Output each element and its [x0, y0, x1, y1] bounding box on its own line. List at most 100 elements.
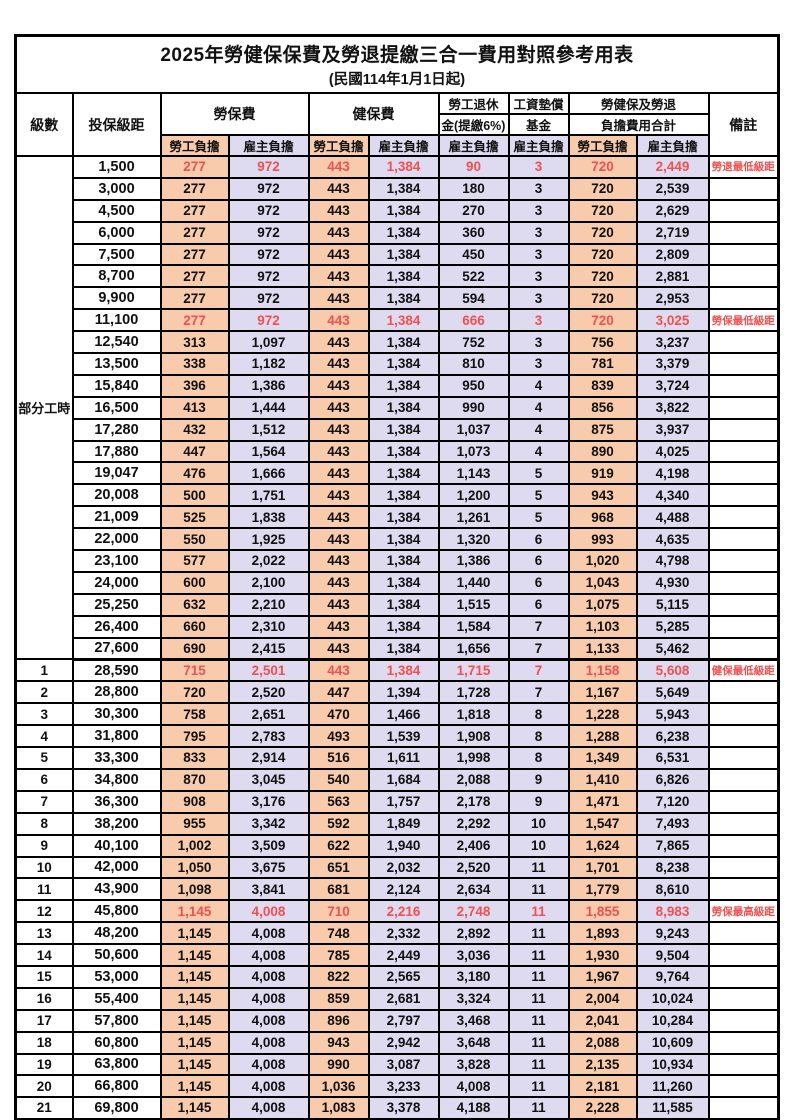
fee-cell: 1,002	[159, 833, 230, 858]
fee-cell: 443	[307, 570, 370, 595]
fee-cell: 2,809	[635, 242, 710, 267]
fee-cell: 1,386	[437, 549, 510, 573]
fee-cell: 1,384	[367, 527, 440, 552]
fee-cell: 443	[307, 439, 370, 464]
fee-cell: 443	[307, 352, 370, 376]
header-group-row-2: 金(提繳6%) 基金 負擔費用合計	[16, 113, 779, 136]
fee-cell: 4,008	[437, 1074, 510, 1099]
fee-cell: 7	[507, 658, 570, 683]
fee-cell: 990	[437, 395, 510, 420]
fee-cell: 1,584	[437, 614, 510, 639]
fee-cell: 1,320	[437, 527, 510, 552]
fee-cell: 972	[227, 264, 310, 289]
bracket-cell: 6,000	[71, 220, 162, 245]
fee-cell: 1,384	[367, 417, 440, 442]
fee-cell: 1,145	[159, 1030, 230, 1055]
fee-cell: 1,145	[159, 943, 230, 967]
bracket-cell: 19,047	[71, 461, 162, 486]
fee-cell: 443	[307, 614, 370, 639]
bracket-cell: 27,600	[71, 636, 162, 661]
fee-cell: 1,384	[367, 155, 440, 179]
bracket-cell: 31,800	[71, 724, 162, 749]
fee-cell: 1,384	[367, 614, 440, 639]
fee-cell: 5,462	[635, 636, 710, 661]
level-cell: 18	[14, 1030, 74, 1055]
fee-cell: 1,855	[567, 899, 638, 924]
remark-cell	[707, 877, 780, 902]
fee-cell: 443	[307, 286, 370, 311]
remark-cell	[707, 680, 780, 705]
fee-cell: 2,881	[635, 264, 710, 289]
fee-cell: 2,449	[635, 155, 710, 179]
fee-cell: 443	[307, 242, 370, 267]
remark-cell	[707, 1096, 780, 1120]
fee-cell: 360	[437, 220, 510, 245]
level-cell: 8	[14, 811, 74, 836]
fee-cell: 11	[507, 877, 570, 902]
bracket-cell: 24,000	[71, 570, 162, 595]
fee-cell: 2,100	[227, 570, 310, 595]
page-title: 2025年勞健保保費及勞退提繳三合一費用對照參考用表	[160, 45, 634, 66]
table-row: 3 30,300 758 2,651 470 1,466 1,818 8 1,228 5,943	[14, 702, 780, 727]
bracket-cell: 42,000	[71, 855, 162, 880]
fee-cell: 1,200	[437, 483, 510, 508]
remark-cell	[707, 417, 780, 442]
fee-cell: 822	[307, 964, 370, 989]
fee-cell: 8	[507, 746, 570, 770]
fee-cell: 338	[159, 352, 230, 376]
bracket-cell: 40,100	[71, 833, 162, 858]
fee-cell: 1,466	[367, 702, 440, 727]
table-row: 4 31,800 795 2,783 493 1,539 1,908 8 1,288 6,238	[14, 724, 780, 749]
fee-cell: 690	[159, 636, 230, 661]
header-total-employee-share: 勞工負擔	[567, 134, 638, 157]
fee-cell: 2,310	[227, 614, 310, 639]
fee-cell: 3	[507, 264, 570, 289]
fee-cell: 5,285	[635, 614, 710, 639]
fee-cell: 758	[159, 702, 230, 727]
table-row: 17,280 432 1,512 443 1,384 1,037 4 875 3,937	[16, 417, 780, 442]
fee-cell: 1,158	[567, 658, 638, 683]
remark-cell	[707, 461, 780, 486]
fee-cell: 3,045	[227, 767, 310, 792]
fee-cell: 443	[307, 505, 370, 530]
fee-cell: 540	[307, 767, 370, 792]
fee-cell: 4,008	[227, 1030, 310, 1055]
fee-cell: 5	[507, 483, 570, 508]
remark-cell	[707, 242, 780, 267]
fee-cell: 4,008	[227, 986, 310, 1011]
table-row: 15,840 396 1,386 443 1,384 950 4 839 3,724	[16, 373, 780, 398]
fee-cell: 2,651	[227, 702, 310, 727]
fee-cell: 919	[567, 461, 638, 486]
bracket-cell: 55,400	[71, 986, 162, 1011]
fee-cell: 443	[307, 155, 370, 179]
fee-cell: 720	[159, 680, 230, 705]
fee-cell: 4,008	[227, 1074, 310, 1099]
fee-cell: 2,178	[437, 789, 510, 814]
fee-cell: 859	[307, 986, 370, 1011]
fee-cell: 3,180	[437, 964, 510, 989]
bracket-cell: 17,280	[71, 417, 162, 442]
header-total-line2: 負擔費用合計	[567, 113, 710, 136]
remark-cell	[707, 439, 780, 464]
fee-cell: 3,233	[367, 1074, 440, 1099]
fee-cell: 3,828	[437, 1052, 510, 1077]
fee-cell: 443	[307, 395, 370, 420]
fee-cell: 896	[307, 1008, 370, 1033]
fee-cell: 1,908	[437, 724, 510, 749]
fee-cell: 493	[307, 724, 370, 749]
fee-cell: 1,751	[227, 483, 310, 508]
remark-cell	[707, 986, 780, 1011]
header-total-employer-share: 雇主負擔	[635, 134, 710, 157]
fee-cell: 1,757	[367, 789, 440, 814]
fee-cell: 3,237	[635, 330, 710, 355]
fee-cell: 4	[507, 439, 570, 464]
fee-cell: 1,444	[227, 395, 310, 420]
fee-cell: 1,384	[367, 330, 440, 355]
remark-cell	[707, 943, 780, 967]
fee-cell: 1,384	[367, 658, 440, 683]
remark-cell	[707, 373, 780, 398]
fee-cell: 577	[159, 549, 230, 573]
fee-cell: 4,188	[437, 1096, 510, 1120]
fee-cell: 1,779	[567, 877, 638, 902]
fee-cell: 2,953	[635, 286, 710, 311]
